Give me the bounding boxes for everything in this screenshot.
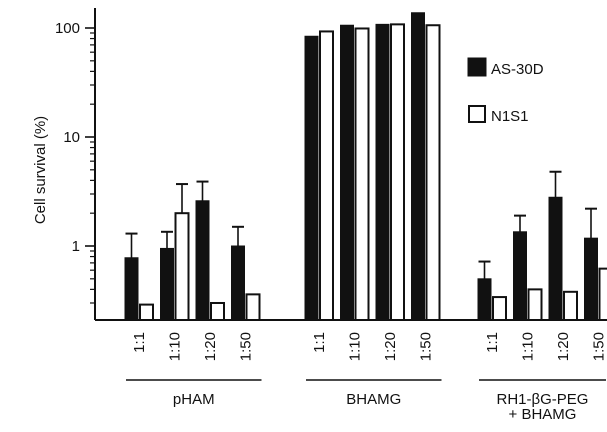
group-label: + BHAMG (509, 406, 577, 423)
category-label: 1:50 (418, 332, 435, 361)
bar-as-30d (477, 278, 492, 321)
bar-as-30d (304, 35, 319, 321)
legend-swatch-as-30d (467, 57, 487, 77)
y-tick-label: 10 (63, 129, 80, 146)
bar-as-30d (231, 245, 245, 321)
category-label: 1:10 (347, 332, 364, 361)
bar-as-30d (124, 257, 139, 321)
bar-as-30d (548, 196, 563, 321)
category-label: 1:1 (484, 332, 501, 353)
bar-n1s1 (527, 288, 543, 321)
bar-n1s1 (492, 296, 507, 321)
bar-n1s1 (319, 30, 334, 321)
category-label: 1:20 (382, 332, 399, 361)
category-label: 1:50 (591, 332, 607, 361)
y-axis-label: Cell survival (%) (32, 116, 49, 224)
y-tick-label: 1 (72, 238, 80, 255)
legend-label: N1S1 (491, 108, 529, 125)
category-labels: 1:1 1:10 1:20 1:50 pHAM 1:1 1:10 1:20 1:50 BHAMG 1… (126, 332, 607, 423)
bar-n1s1 (174, 212, 190, 321)
group-label: RH1-βG-PEG (497, 391, 589, 408)
y-tick-label: 100 (55, 20, 80, 37)
bar-as-30d (513, 231, 527, 321)
bar-as-30d (375, 23, 390, 321)
legend-label: AS-30D (491, 61, 544, 78)
bar-n1s1 (210, 301, 225, 321)
category-label: 1:50 (238, 332, 255, 361)
category-label: 1:10 (520, 332, 537, 361)
legend-swatch-n1s1 (468, 105, 486, 123)
group-label: pHAM (173, 391, 215, 408)
bar-n1s1 (245, 293, 261, 322)
category-label: 1:20 (555, 332, 572, 361)
category-label: 1:1 (131, 332, 148, 353)
bar-n1s1 (139, 303, 154, 322)
bar-as-30d (195, 200, 210, 321)
category-label: 1:10 (167, 332, 184, 361)
bar-as-30d (160, 247, 174, 321)
bars (124, 12, 607, 322)
bar-n1s1 (354, 27, 370, 321)
bar-n1s1 (598, 267, 607, 321)
category-label: 1:20 (202, 332, 219, 361)
legend: AS-30D N1S1 (467, 57, 544, 125)
bar-n1s1 (390, 23, 405, 321)
bar-n1s1 (425, 24, 441, 321)
bar-n1s1 (563, 290, 578, 321)
bar-as-30d (411, 12, 425, 321)
bar-as-30d (340, 24, 354, 321)
category-label: 1:1 (311, 332, 328, 353)
group-label: BHAMG (346, 391, 401, 408)
bar-as-30d (584, 237, 598, 321)
